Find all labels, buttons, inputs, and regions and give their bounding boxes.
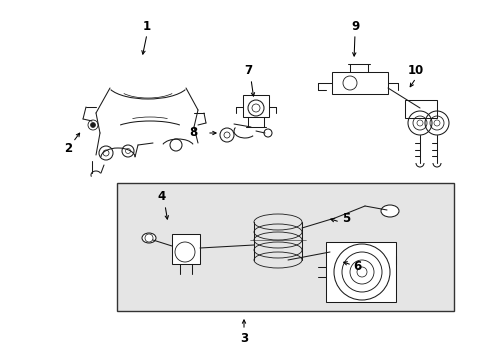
Bar bbox=[172, 234, 200, 264]
Text: 9: 9 bbox=[350, 19, 358, 32]
Bar bbox=[331, 72, 387, 94]
Text: 5: 5 bbox=[341, 211, 349, 225]
Text: 10: 10 bbox=[407, 63, 423, 77]
Bar bbox=[243, 95, 268, 117]
Text: 6: 6 bbox=[352, 261, 360, 274]
Bar bbox=[404, 100, 436, 118]
Ellipse shape bbox=[142, 233, 156, 243]
Text: 1: 1 bbox=[142, 19, 151, 32]
Text: 8: 8 bbox=[188, 126, 197, 139]
Text: 7: 7 bbox=[244, 63, 251, 77]
Bar bbox=[117, 183, 453, 311]
Ellipse shape bbox=[380, 205, 398, 217]
Bar bbox=[325, 242, 395, 302]
Circle shape bbox=[90, 122, 95, 127]
Text: 3: 3 bbox=[240, 332, 247, 345]
Text: 4: 4 bbox=[158, 189, 166, 202]
Text: 2: 2 bbox=[64, 141, 72, 154]
